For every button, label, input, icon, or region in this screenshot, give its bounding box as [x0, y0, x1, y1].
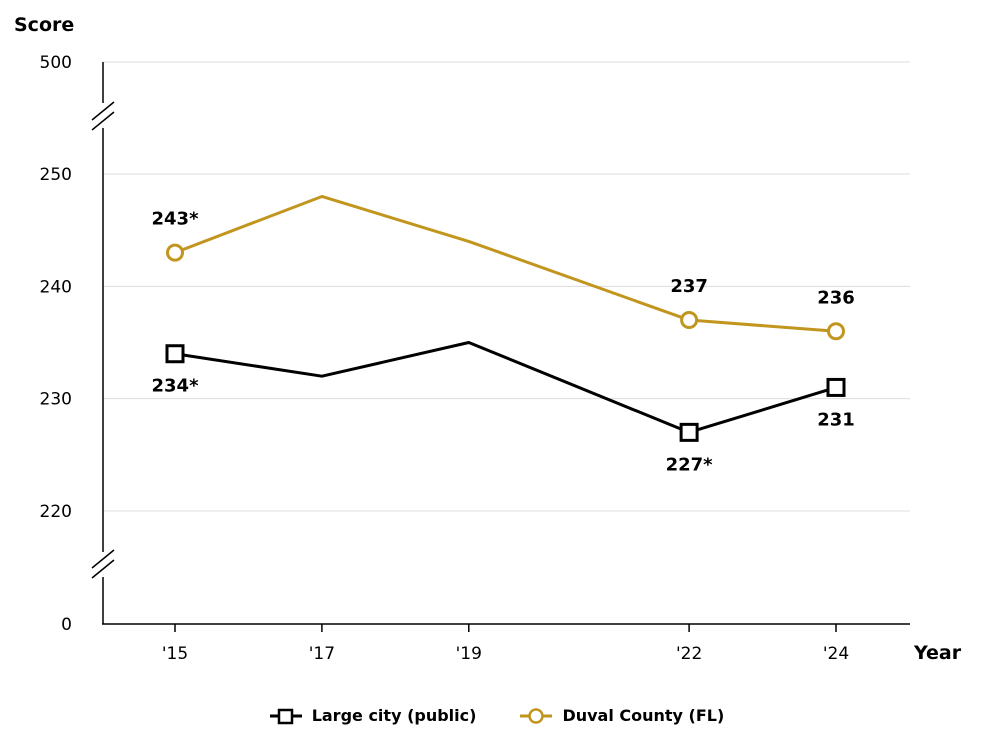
- circle-marker-icon: [520, 707, 553, 724]
- data-point-marker: [165, 344, 185, 364]
- data-label: 227*: [666, 454, 714, 475]
- x-tick-label: '19: [456, 644, 482, 664]
- y-tick-label: 220: [40, 502, 72, 522]
- data-point-marker: [166, 243, 184, 262]
- data-point-marker: [826, 377, 846, 397]
- data-point-marker: [680, 311, 699, 330]
- legend: Large city (public) Duval County (FL): [0, 706, 992, 725]
- legend-item-large-city: Large city (public): [268, 706, 477, 725]
- series-line-0: [174, 341, 837, 434]
- y-tick-labels: 500 250 240 230 220 0: [40, 53, 72, 635]
- gridlines: [103, 61, 910, 512]
- series-line-1: [174, 194, 837, 333]
- x-tick-label: '17: [309, 644, 335, 664]
- y-tick-label: 500: [40, 53, 72, 73]
- axis-break-lower: [91, 549, 115, 579]
- data-label: 231: [817, 409, 855, 430]
- square-marker-icon: [269, 708, 302, 724]
- x-tick-label: '15: [162, 644, 188, 664]
- y-tick-label: 240: [40, 277, 72, 297]
- axes: Score Year: [14, 14, 962, 664]
- legend-label-duval-county: Duval County (FL): [562, 706, 725, 725]
- data-label: 237: [670, 276, 708, 297]
- data-labels: 234* 227* 231 243* 237 236: [152, 209, 855, 476]
- data-label: 243*: [152, 209, 200, 230]
- x-tick-labels: '15 '17 '19 '22 '24: [162, 624, 849, 664]
- x-tick-label: '24: [823, 644, 849, 664]
- data-label: 236: [817, 287, 855, 308]
- data-label: 234*: [152, 376, 200, 397]
- data-point-marker: [679, 422, 699, 442]
- y-tick-label: 0: [61, 615, 72, 635]
- y-tick-label: 250: [40, 165, 72, 185]
- y-tick-label: 230: [40, 390, 72, 410]
- series: [165, 194, 846, 442]
- x-axis-title: Year: [913, 642, 962, 664]
- x-tick-label: '22: [676, 644, 702, 664]
- axis-break-upper: [91, 101, 115, 131]
- legend-label-large-city: Large city (public): [311, 706, 477, 725]
- legend-item-duval-county: Duval County (FL): [518, 706, 724, 725]
- data-point-marker: [827, 322, 845, 341]
- y-axis-title: Score: [14, 14, 74, 36]
